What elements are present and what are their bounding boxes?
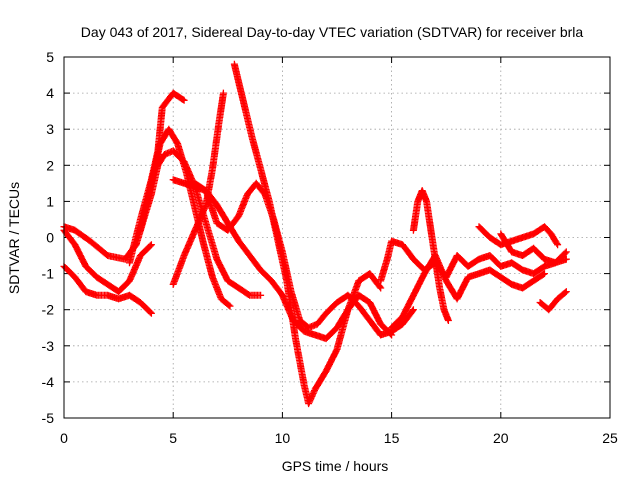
data-point-markers [475,223,562,249]
y-tick-label: 5 [46,49,54,65]
y-tick-label: 3 [46,121,54,137]
data-point-markers [60,262,155,317]
axis-ticks: 0 5 10 15 20 25 -5 -4 -3 -2 -1 0 1 2 3 4 5 [42,49,618,446]
series-trace-b [136,125,234,310]
series-trace-d [60,262,155,317]
data-point-markers [191,179,417,339]
y-axis-label: SDTVAR / TECUs [6,182,22,294]
x-tick-label: 15 [384,430,400,446]
data-point-markers [409,187,452,324]
data-point-markers [136,125,234,310]
y-tick-label: 0 [46,230,54,246]
series-trace-o [536,288,570,314]
x-axis-label: GPS time / hours [282,458,389,474]
data-markers [60,60,570,408]
y-tick-label: -2 [42,302,55,318]
x-tick-label: 10 [275,430,291,446]
data-point-markers [230,60,385,408]
y-tick-label: -3 [42,338,55,354]
series-trace-n [497,230,570,267]
y-tick-label: -5 [42,410,55,426]
x-tick-label: 20 [493,430,509,446]
data-point-markers [169,89,227,288]
y-tick-label: -4 [42,374,55,390]
y-tick-label: -1 [42,266,55,282]
series-trace-i [191,179,417,339]
data-point-markers [126,89,188,267]
series-trace-g [230,60,385,408]
y-tick-label: 2 [46,157,54,173]
series-trace-m [475,223,562,249]
x-tick-label: 0 [60,430,68,446]
x-tick-label: 5 [169,430,177,446]
chart-title: Day 043 of 2017, Sidereal Day-to-day VTE… [81,24,584,40]
y-tick-label: 4 [46,85,54,101]
series-trace-c [126,89,188,267]
y-tick-label: 1 [46,193,54,209]
series-trace-f [169,89,227,288]
x-tick-label: 25 [602,430,618,446]
series-trace-l [409,187,452,324]
data-point-markers [497,230,570,267]
plot-frame [63,56,611,419]
data-point-markers [536,288,570,314]
